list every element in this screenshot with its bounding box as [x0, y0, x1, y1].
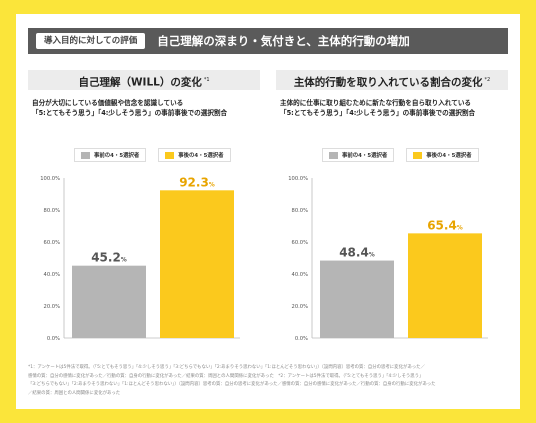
- panel-self-understanding: 自己理解（WILL）の変化 *1 自分が大切にしている価値観や信念を認識している …: [28, 70, 260, 352]
- chart-legend: 事前の4・5選択者 事後の4・5選択者: [322, 148, 479, 162]
- data-label-after: 65.4%: [427, 218, 463, 232]
- bar-after: [160, 190, 234, 338]
- legend-swatch-after: [165, 151, 175, 159]
- header-tag: 導入目的に対しての評価: [36, 33, 146, 49]
- y-tick-label: 100.0%: [40, 176, 60, 182]
- panel-description: 主体的に仕事に取り組むために新たな行動を自ら取り入れている 「5:とてもそう思う…: [280, 99, 476, 117]
- data-label-after: 92.3%: [179, 175, 215, 189]
- legend-swatch-after: [413, 151, 423, 159]
- legend-before: 事前の4・5選択者: [322, 148, 395, 162]
- y-tick-label: 20.0%: [44, 304, 61, 310]
- content-card: 導入目的に対しての評価 自己理解の深まり・気付きと、主体的行動の増加 自己理解（…: [16, 14, 520, 409]
- y-tick-label: 100.0%: [288, 176, 308, 182]
- y-tick-label: 40.0%: [44, 272, 61, 278]
- header-title: 自己理解の深まり・気付きと、主体的行動の増加: [157, 34, 410, 48]
- data-label-before: 45.2%: [91, 251, 127, 265]
- y-tick-label: 40.0%: [292, 272, 309, 278]
- legend-after: 事後の4・5選択者: [406, 148, 479, 162]
- note-mark: *2: [484, 77, 491, 83]
- legend-after: 事後の4・5選択者: [158, 148, 231, 162]
- y-tick-label: 0.0%: [295, 336, 308, 342]
- panel-title: 自己理解（WILL）の変化 *1: [28, 70, 260, 90]
- panel-title: 主体的行動を取り入れている割合の変化 *2: [276, 70, 508, 90]
- bar-before: [72, 265, 146, 338]
- y-tick-label: 20.0%: [292, 304, 309, 310]
- y-tick-label: 0.0%: [47, 336, 60, 342]
- legend-swatch-before: [329, 151, 338, 159]
- y-tick-label: 80.0%: [44, 208, 61, 214]
- legend-before: 事前の4・5選択者: [74, 148, 147, 162]
- y-tick-label: 80.0%: [292, 208, 309, 214]
- panel-description: 自分が大切にしている価値観や信念を認識している 「5:とてもそう思う」「4:少し…: [32, 99, 228, 117]
- bar-chart-proactive-action: 0.0% 20.0% 40.0% 60.0% 80.0% 100.0% 48.4% 65.4%: [288, 176, 488, 342]
- y-tick-label: 60.0%: [44, 240, 61, 246]
- chart-legend: 事前の4・5選択者 事後の4・5選択者: [74, 148, 231, 162]
- note-mark: *1: [203, 77, 210, 83]
- bar-before: [320, 260, 394, 338]
- footnote: *1：アンケートは5件法で取得。（「5:とてもそう思う」「4:少しそう思う」「3…: [28, 365, 436, 396]
- bar-after: [408, 233, 482, 338]
- bar-chart-self-understanding: 0.0% 20.0% 40.0% 60.0% 80.0% 100.0% 45.2% 92.3%: [40, 175, 240, 342]
- panel-proactive-action: 主体的行動を取り入れている割合の変化 *2 主体的に仕事に取り組むために新たな行動…: [276, 70, 508, 352]
- y-tick-label: 60.0%: [292, 240, 309, 246]
- header-banner: 導入目的に対しての評価 自己理解の深まり・気付きと、主体的行動の増加: [28, 28, 508, 54]
- legend-swatch-before: [81, 151, 90, 159]
- data-label-before: 48.4%: [339, 246, 375, 260]
